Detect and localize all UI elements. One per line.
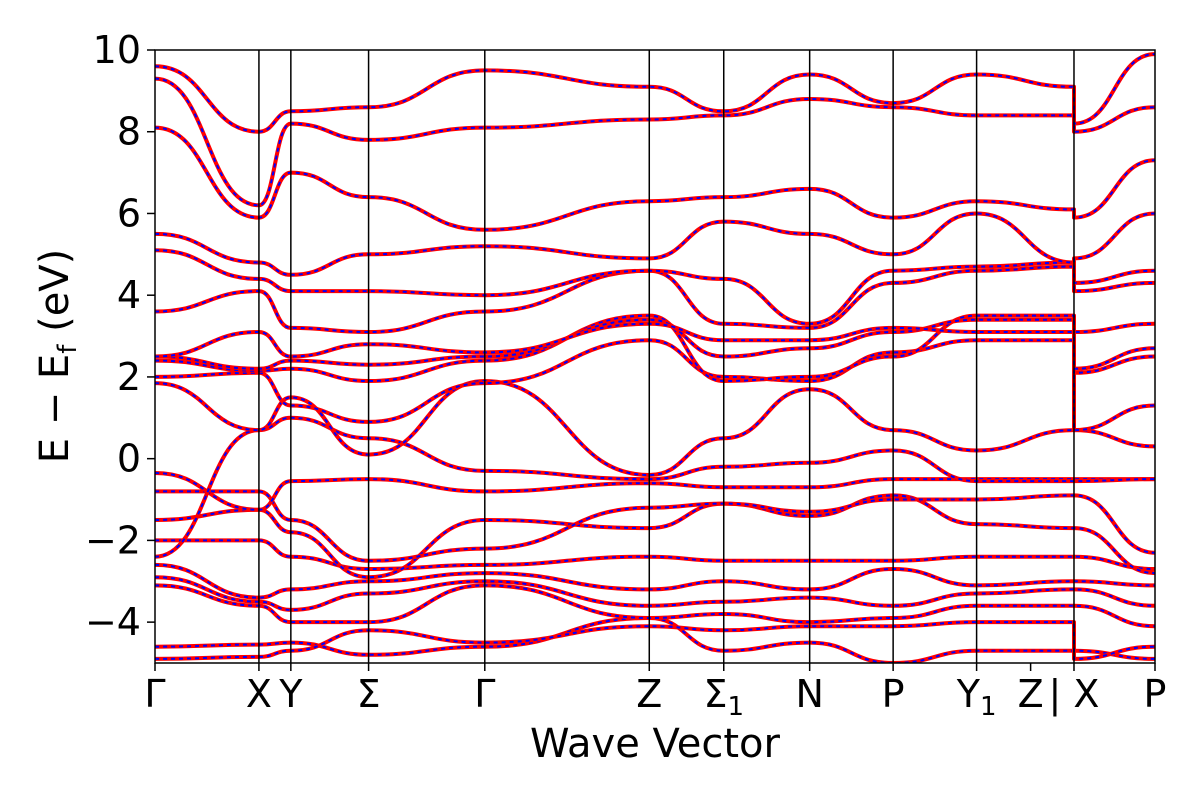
plot-frame: [154, 49, 1156, 664]
x-tick-label: Y1: [956, 672, 997, 722]
x-tick-label: N: [795, 672, 823, 716]
y-axis-label-unit: (eV): [32, 249, 78, 345]
x-tick-label: Σ: [357, 672, 381, 716]
band-lines: [155, 52, 1155, 663]
x-tick-label: P: [882, 672, 905, 716]
x-tick-label: Z: [636, 672, 662, 716]
x-tick-label: Y: [278, 672, 303, 716]
band-10-dashed: [155, 416, 1155, 558]
x-tick-label: Σ1: [703, 672, 744, 722]
band-11-dashed: [155, 379, 1155, 477]
band-9-dashed: [155, 472, 1155, 511]
y-axis-label-subscript: f: [53, 344, 83, 354]
x-tick-label: Γ: [474, 672, 495, 716]
y-axis: 10 8 6 4 2 0 −2 −4: [85, 28, 155, 644]
high-symmetry-lines: [258, 50, 1075, 663]
band-12-dashed: [155, 339, 1155, 432]
band-7-dashed: [155, 494, 1155, 579]
band-19-dashed: [155, 126, 1155, 231]
band-14-dashed: [155, 318, 1155, 370]
y-tick-label: −4: [85, 600, 141, 644]
y-axis-label-main: E − E: [32, 354, 78, 464]
y-tick-label: −2: [85, 518, 141, 562]
band-13-solid: [155, 313, 1155, 383]
band-2-dashed: [155, 621, 1155, 660]
y-tick-label: 6: [117, 191, 141, 235]
band-4-dashed: [155, 576, 1155, 611]
band-8-dashed: [155, 490, 1155, 562]
x-axis-label: Wave Vector: [530, 721, 781, 767]
x-tick-label: Z: [1018, 672, 1044, 716]
band-17-dashed: [155, 249, 1155, 325]
band-6-dashed: [155, 539, 1155, 571]
y-axis-label: E − Ef (eV): [32, 249, 83, 464]
y-tick-label: 4: [117, 273, 141, 317]
x-tick-label: P: [1144, 672, 1167, 716]
x-tick-label: X: [246, 672, 272, 716]
band-19-solid: [155, 125, 1155, 232]
band-11-solid: [155, 379, 1155, 477]
y-tick-label: 2: [117, 355, 141, 399]
band-16-dashed: [155, 265, 1155, 334]
band-2-solid: [155, 620, 1155, 661]
band-17-solid: [155, 248, 1155, 326]
band-20-solid: [155, 76, 1155, 208]
band-15-dashed: [155, 322, 1155, 358]
band-3-dashed: [155, 584, 1155, 628]
band-6-solid: [155, 538, 1155, 571]
band-12-solid: [155, 338, 1155, 433]
y-tick-label: 0: [117, 437, 141, 481]
x-tick-label: Γ: [144, 672, 165, 716]
x-tick-label: | X: [1049, 672, 1100, 717]
band-20-dashed: [155, 77, 1155, 207]
y-tick-label: 10: [93, 28, 141, 72]
band-21-dashed: [155, 53, 1155, 133]
y-tick-label: 8: [117, 110, 141, 154]
